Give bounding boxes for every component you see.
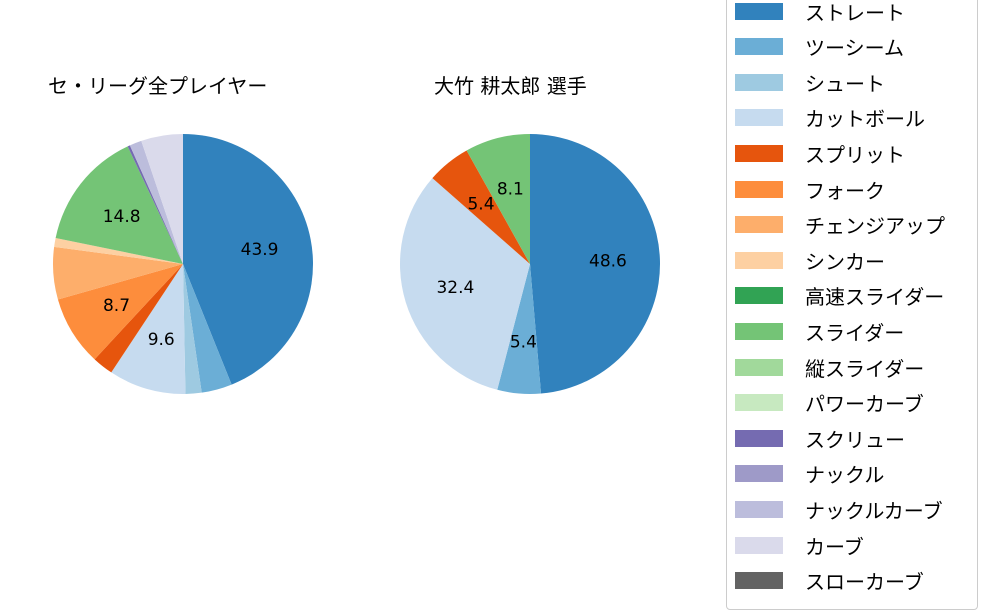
pie-chart-player: 48.65.432.45.48.1 (399, 134, 661, 394)
legend-label: チェンジアップ (805, 214, 945, 239)
legend-label: スローカーブ (805, 570, 924, 595)
pie-slice (129, 140, 183, 264)
legend-label: ツーシーム (805, 36, 904, 61)
legend-label: シンカー (805, 249, 885, 274)
legend-item: ナックルカーブ (735, 497, 943, 523)
legend-item: ツーシーム (735, 35, 904, 61)
slice-label: 8.7 (103, 296, 130, 316)
pie-slice (530, 134, 661, 394)
legend-swatch (735, 322, 783, 340)
pie-slice (94, 264, 183, 373)
slice-label: 32.4 (436, 278, 474, 298)
legend-label: スクリュー (805, 427, 905, 452)
pie-slice (111, 264, 186, 394)
pie-slice (53, 246, 183, 300)
legend-label: ナックル (805, 463, 885, 488)
legend-item: シンカー (735, 248, 885, 274)
pie-charts: 43.99.68.714.8 48.65.432.45.48.1 (53, 134, 661, 394)
legend-swatch (735, 38, 783, 56)
pie-slice (432, 150, 530, 264)
slice-label: 48.6 (589, 252, 627, 272)
legend-item: スライダー (735, 319, 905, 345)
pie-slice (54, 238, 184, 264)
legend-item: チェンジアップ (735, 213, 945, 239)
legend-item: スクリュー (735, 426, 905, 452)
legend-label: 縦スライダー (805, 356, 925, 381)
pie-slice (183, 134, 313, 385)
legend-swatch (735, 536, 783, 554)
legend-label: パワーカーブ (805, 392, 924, 417)
pie-chart-league: 43.9 9.6 8.7 14.8 (53, 134, 313, 394)
legend-item: スローカーブ (735, 569, 924, 595)
legend-swatch (735, 180, 783, 198)
legend-swatch (735, 144, 783, 162)
legend-swatch (735, 465, 783, 483)
slice-label: 8.1 (497, 180, 524, 200)
legend-swatch (735, 358, 783, 376)
right-chart-title: 大竹 耕太郎 選手 (434, 74, 587, 98)
slice-label: 5.4 (510, 333, 537, 353)
left-chart-title: セ・リーグ全プレイヤー (48, 74, 268, 98)
legend-item: パワーカーブ (735, 391, 924, 417)
legend-item: 縦スライダー (735, 355, 925, 381)
legend-swatch (735, 2, 783, 20)
pie-slice (399, 178, 530, 390)
legend-label: ナックルカーブ (805, 498, 943, 523)
legend-item: ストレート (735, 0, 905, 25)
pie-slice (183, 264, 202, 394)
legend-swatch (735, 287, 783, 305)
legend-swatch (735, 216, 783, 234)
pie-slice (57, 264, 183, 360)
slice-label: 9.6 (148, 330, 175, 350)
slice-label: 5.4 (467, 194, 494, 214)
pie-slice (127, 145, 183, 264)
pie-slice (183, 264, 232, 393)
legend-item: スプリット (735, 141, 905, 167)
legend-item: ナックル (735, 462, 885, 488)
legend-swatch (735, 572, 783, 590)
legend-label: 高速スライダー (805, 285, 945, 310)
pie-slice (141, 134, 183, 264)
legend-item: フォーク (735, 177, 885, 203)
pie-slice (55, 146, 183, 264)
slice-label: 14.8 (103, 207, 141, 227)
legend-label: カーブ (805, 534, 864, 559)
legend-label: シュート (805, 71, 885, 96)
legend-item: カットボール (735, 106, 925, 132)
pie-slice (497, 264, 542, 394)
legend-swatch (735, 73, 783, 91)
legend-label: フォーク (805, 178, 885, 203)
legend-swatch (735, 251, 783, 269)
legend-label: スライダー (805, 320, 905, 345)
legend-label: ストレート (805, 0, 905, 25)
legend-swatch (735, 500, 783, 518)
legend-label: スプリット (805, 142, 905, 167)
legend-item: カーブ (735, 533, 864, 559)
legend-swatch (735, 109, 783, 127)
legend-label: カットボール (805, 107, 925, 132)
slice-label: 43.9 (241, 240, 279, 260)
legend-item: シュート (735, 70, 885, 96)
pie-slice (466, 134, 530, 264)
legend-swatch (735, 429, 783, 447)
legend-item: 高速スライダー (735, 284, 945, 310)
legend: ストレートツーシームシュートカットボール スプリットフォークチェンジアップ シンカー… (726, 0, 978, 610)
legend-swatch (735, 394, 783, 412)
